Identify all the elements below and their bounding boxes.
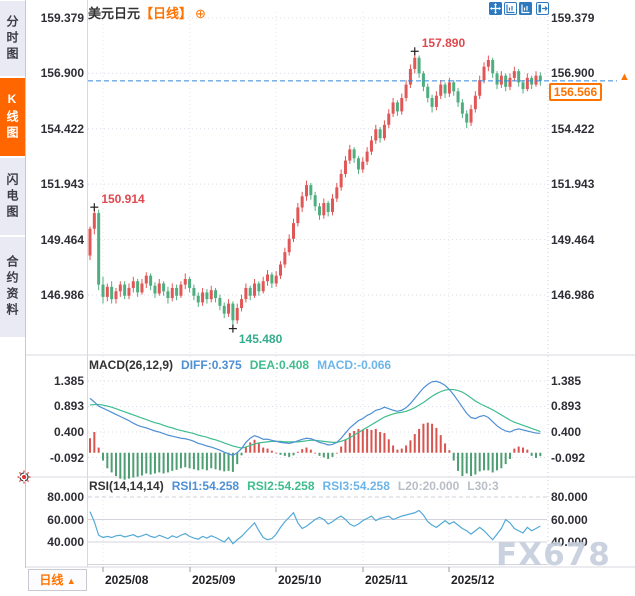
price-axis-label: 146.986 — [40, 287, 84, 302]
sidebar-tab-contract-info[interactable]: 合约资料 — [0, 237, 25, 337]
macd-axis-label: 0.893 — [551, 399, 582, 414]
rsi-legend: RSI(14,14,14) RSI1:54.258 RSI2:54.258 RSI3:… — [89, 479, 541, 493]
macd-axis-label: -0.092 — [49, 450, 84, 465]
rsi-name: RSI(14,14,14) — [89, 479, 164, 493]
rsi-axis-label: 40.000 — [551, 535, 588, 549]
rsi-axis-label: 80.000 — [47, 490, 84, 504]
pop-out-icon[interactable] — [536, 2, 549, 15]
price-axis-label: 159.379 — [551, 11, 595, 25]
price-marker-arrow-icon[interactable]: ▲ — [619, 70, 630, 83]
rsi3-value: RSI3:54.258 — [322, 479, 390, 493]
rsi1-value: RSI1:54.258 — [171, 479, 240, 493]
rsi-axis-label: 80.000 — [551, 490, 588, 504]
price-axis-label: 149.464 — [551, 232, 595, 247]
price-annotation-low: 145.480 — [238, 331, 283, 346]
price-axis-label: 156.900 — [551, 66, 595, 81]
price-axis-label: 151.943 — [551, 177, 595, 192]
period-tab-label: 日线 — [39, 573, 64, 587]
sidebar-tab-label: 合约资料 — [5, 255, 19, 319]
period-name: 【日线】 — [140, 6, 193, 21]
macd-axis-label: 1.385 — [53, 374, 84, 388]
sidebar-tab-label: K线图 — [5, 92, 19, 142]
date-label: 2025/11 — [365, 573, 408, 587]
rsi2-value: RSI2:54.258 — [247, 479, 315, 493]
add-indicator-icon[interactable]: ⊕ — [195, 6, 206, 21]
crosshair-move-icon[interactable] — [489, 2, 502, 15]
price-axis-label: 154.422 — [40, 121, 84, 136]
macd-axis-label: 0.400 — [551, 425, 582, 440]
symbol-name: 美元日元 — [88, 6, 141, 21]
rsi-axis-label: 60.000 — [47, 512, 84, 527]
date-label: 2025/09 — [192, 573, 236, 587]
price-axis-label: 149.464 — [40, 232, 84, 247]
sidebar-tab-time-chart[interactable]: 分时图 — [0, 1, 25, 76]
price-axis-label: 151.943 — [40, 177, 84, 192]
fit-axis-icon[interactable] — [504, 2, 517, 15]
date-label: 2025/08 — [105, 573, 149, 587]
price-annotation-high1: 150.914 — [101, 192, 145, 207]
rsi-l30-value: L30:3 — [467, 479, 499, 493]
price-axis-label: 146.986 — [551, 287, 595, 302]
macd-legend: MACD(26,12,9) DIFF:0.375 DEA:0.408 MACD:-0.… — [89, 358, 399, 372]
macd-hist-value: MACD:-0.066 — [317, 358, 392, 372]
macd-axis-label: 1.385 — [551, 374, 582, 388]
chart-title: 美元日元【日线】 ⊕ — [88, 3, 206, 22]
price-annotation-high2: 157.890 — [421, 36, 466, 51]
live-indicator-icon — [17, 470, 31, 489]
sidebar-tab-label: 闪电图 — [5, 172, 19, 221]
axis-scale-icon[interactable] — [519, 2, 532, 15]
rsi-axis-label: 60.000 — [551, 512, 588, 527]
price-axis-label: 154.422 — [551, 121, 595, 136]
period-tab-daily[interactable]: 日线 ▲ — [28, 569, 87, 591]
macd-diff-value: DIFF:0.375 — [181, 358, 242, 372]
macd-axis-label: -0.092 — [551, 450, 586, 465]
sidebar-tab-lightning-chart[interactable]: 闪电图 — [0, 158, 25, 235]
watermark: FX678 — [496, 537, 611, 573]
price-axis-label: 159.379 — [40, 11, 84, 25]
macd-axis-label: 0.400 — [53, 425, 84, 440]
macd-name: MACD(26,12,9) — [89, 358, 174, 372]
rsi-l20-value: L20:20.000 — [397, 479, 460, 493]
current-price-label: 156.566 — [549, 82, 602, 101]
sidebar-tab-kline-chart[interactable]: K线图 — [0, 78, 25, 156]
price-axis-label: 156.900 — [40, 66, 84, 81]
macd-dea-value: DEA:0.408 — [249, 358, 310, 372]
date-label: 2025/10 — [278, 573, 322, 587]
sidebar-tab-label: 分时图 — [5, 14, 19, 63]
chevron-up-icon: ▲ — [66, 576, 76, 586]
macd-axis-label: 0.893 — [53, 399, 84, 414]
rsi-axis-label: 40.000 — [47, 535, 84, 549]
date-label: 2025/12 — [451, 573, 495, 587]
